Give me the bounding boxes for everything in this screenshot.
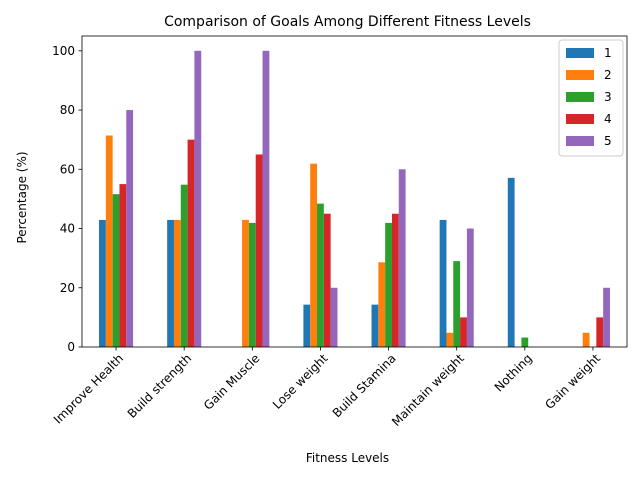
bar-4-3 [323, 213, 331, 347]
bar-4-1 [187, 139, 195, 347]
bar-1-4 [371, 304, 379, 347]
series-1 [99, 177, 515, 347]
y-axis: 0 20 40 60 80 100 [52, 44, 82, 354]
bar-2-5 [446, 332, 454, 347]
bar-2-4 [378, 262, 386, 347]
legend-swatch-5 [566, 136, 594, 146]
series-3 [112, 184, 529, 347]
plot-area [81, 35, 628, 348]
bar-4-4 [391, 213, 399, 347]
bar-5-4 [398, 169, 406, 347]
y-tick-label: 100 [52, 44, 75, 58]
bar-2-0 [105, 135, 113, 347]
bar-4-0 [119, 184, 127, 347]
bar-3-1 [180, 184, 188, 347]
y-tick-label: 80 [60, 103, 75, 117]
legend-swatch-1 [566, 48, 594, 58]
bar-4-7 [596, 317, 604, 347]
bar-2-7 [582, 332, 590, 347]
legend-swatch-4 [566, 114, 594, 124]
legend-label-2: 2 [604, 68, 612, 82]
bar-5-5 [466, 228, 474, 347]
bar-2-1 [173, 219, 181, 347]
bar-5-3 [330, 287, 338, 347]
bar-3-6 [521, 337, 529, 347]
bar-5-2 [262, 50, 270, 348]
bar-1-6 [507, 177, 515, 347]
legend-swatch-2 [566, 70, 594, 80]
bar-5-1 [194, 50, 202, 348]
bar-3-3 [317, 203, 324, 347]
legend-label-3: 3 [604, 90, 612, 104]
bar-1-1 [167, 219, 174, 347]
bar-2-2 [242, 219, 249, 347]
bar-5-0 [126, 110, 134, 347]
legend: 1 2 3 4 5 [558, 39, 624, 157]
series-4 [119, 139, 604, 347]
bar-1-3 [303, 304, 311, 347]
y-tick-label: 40 [60, 222, 75, 236]
x-axis-label: Fitness Levels [306, 451, 389, 465]
bar-3-5 [453, 261, 461, 347]
bar-3-0 [112, 194, 120, 347]
plot-frame [81, 35, 628, 348]
bar-4-2 [255, 154, 263, 347]
legend-label-5: 5 [604, 134, 612, 148]
y-axis-label: Percentage (%) [15, 151, 29, 243]
legend-swatch-3 [566, 92, 594, 102]
legend-label-1: 1 [604, 46, 612, 60]
legend-label-4: 4 [604, 112, 612, 126]
chart-title: Comparison of Goals Among Different Fitn… [164, 14, 531, 30]
bar-4-5 [460, 317, 467, 347]
bar-3-2 [248, 222, 256, 347]
series-5 [126, 50, 610, 348]
bar-5-7 [603, 287, 610, 347]
series-2 [105, 135, 590, 347]
bar-1-0 [99, 219, 106, 347]
bar-1-5 [439, 219, 447, 347]
y-tick-label: 60 [60, 162, 75, 176]
bar-3-4 [385, 222, 392, 347]
y-tick-label: 0 [67, 340, 75, 354]
bar-2-3 [310, 163, 318, 347]
y-tick-label: 20 [60, 281, 75, 295]
